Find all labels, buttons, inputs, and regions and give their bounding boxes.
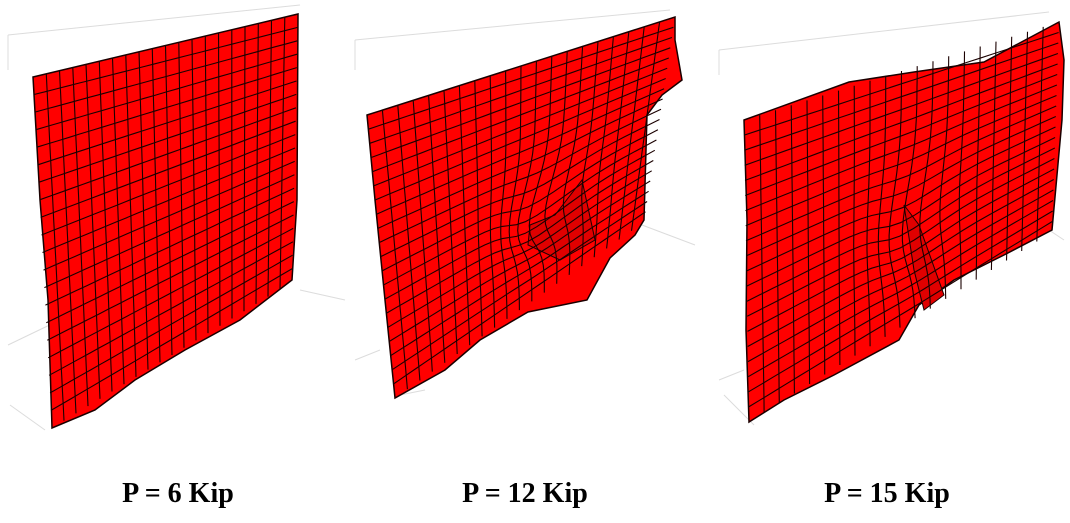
panel-p12: P = 12 Kip [350,0,706,523]
panel-p15: P = 15 Kip [714,0,1070,523]
panel-p6: P = 6 Kip [0,0,356,523]
panel-caption-p6: P = 6 Kip [0,476,356,512]
mesh-plot-p15 [714,0,1070,450]
mesh-plot-p6 [0,0,356,450]
panel-caption-p12: P = 12 Kip [347,476,703,512]
mesh-plot-p12 [350,0,706,450]
panel-caption-p15: P = 15 Kip [709,476,1065,512]
